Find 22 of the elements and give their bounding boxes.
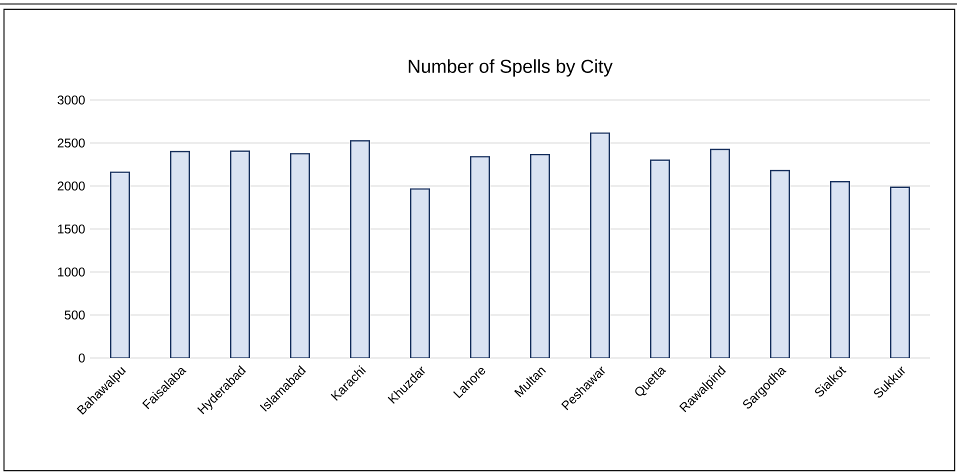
chart-title: Number of Spells by City — [408, 59, 613, 77]
y-tick-label: 2000 — [58, 182, 85, 190]
bar — [710, 148, 730, 358]
bar — [470, 156, 490, 358]
y-tick-label: 0 — [78, 354, 85, 362]
y-tick-label: 3000 — [58, 96, 85, 104]
bar — [530, 154, 550, 358]
bar — [410, 188, 430, 358]
y-tick-label: 1000 — [58, 268, 85, 276]
bar — [170, 150, 190, 358]
y-tick-label: 2500 — [58, 138, 85, 148]
bar — [830, 181, 850, 358]
bar — [770, 170, 790, 358]
y-tick-label: 500 — [64, 310, 85, 320]
bar — [230, 150, 250, 358]
bar — [110, 172, 130, 358]
y-tick-label: 1500 — [58, 224, 85, 234]
bar — [350, 140, 370, 358]
bar — [290, 153, 310, 358]
bar — [890, 186, 910, 358]
bar — [650, 160, 670, 358]
bar — [590, 132, 610, 358]
